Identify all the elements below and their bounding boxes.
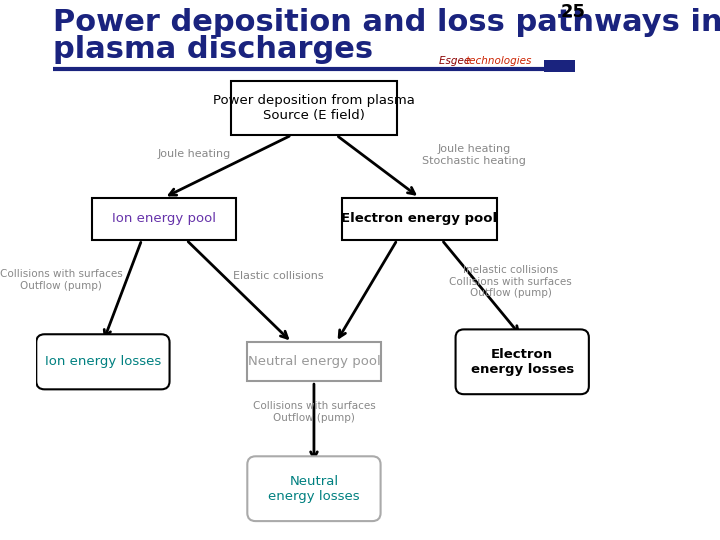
FancyBboxPatch shape	[92, 198, 236, 240]
Text: Joule heating: Joule heating	[158, 149, 231, 159]
Text: Collisions with surfaces
Outflow (pump): Collisions with surfaces Outflow (pump)	[0, 269, 122, 291]
FancyBboxPatch shape	[247, 456, 381, 521]
FancyBboxPatch shape	[456, 329, 589, 394]
Text: Collisions with surfaces
Outflow (pump): Collisions with surfaces Outflow (pump)	[253, 401, 375, 423]
Text: Elastic collisions: Elastic collisions	[233, 272, 323, 281]
Text: Inelastic collisions
Collisions with surfaces
Outflow (pump): Inelastic collisions Collisions with sur…	[449, 265, 572, 299]
Text: Ion energy pool: Ion energy pool	[112, 212, 216, 225]
Text: plasma discharges: plasma discharges	[53, 35, 373, 64]
Text: Power deposition and loss pathways in: Power deposition and loss pathways in	[53, 8, 720, 37]
Text: Electron energy pool: Electron energy pool	[341, 212, 498, 225]
Text: Ion energy losses: Ion energy losses	[45, 355, 161, 368]
FancyBboxPatch shape	[342, 198, 498, 240]
Text: Joule heating
Stochastic heating: Joule heating Stochastic heating	[422, 144, 526, 166]
Text: Power deposition from plasma
Source (E field): Power deposition from plasma Source (E f…	[213, 94, 415, 122]
Text: Neutral energy pool: Neutral energy pool	[248, 355, 380, 368]
Text: Esgee: Esgee	[439, 56, 474, 66]
Text: Electron
energy losses: Electron energy losses	[471, 348, 574, 376]
Text: Neutral
energy losses: Neutral energy losses	[268, 475, 360, 503]
FancyBboxPatch shape	[544, 60, 575, 72]
FancyBboxPatch shape	[247, 342, 381, 381]
Text: technologies: technologies	[465, 56, 531, 66]
FancyBboxPatch shape	[230, 81, 397, 135]
FancyBboxPatch shape	[36, 334, 169, 389]
Text: 25: 25	[561, 3, 586, 21]
